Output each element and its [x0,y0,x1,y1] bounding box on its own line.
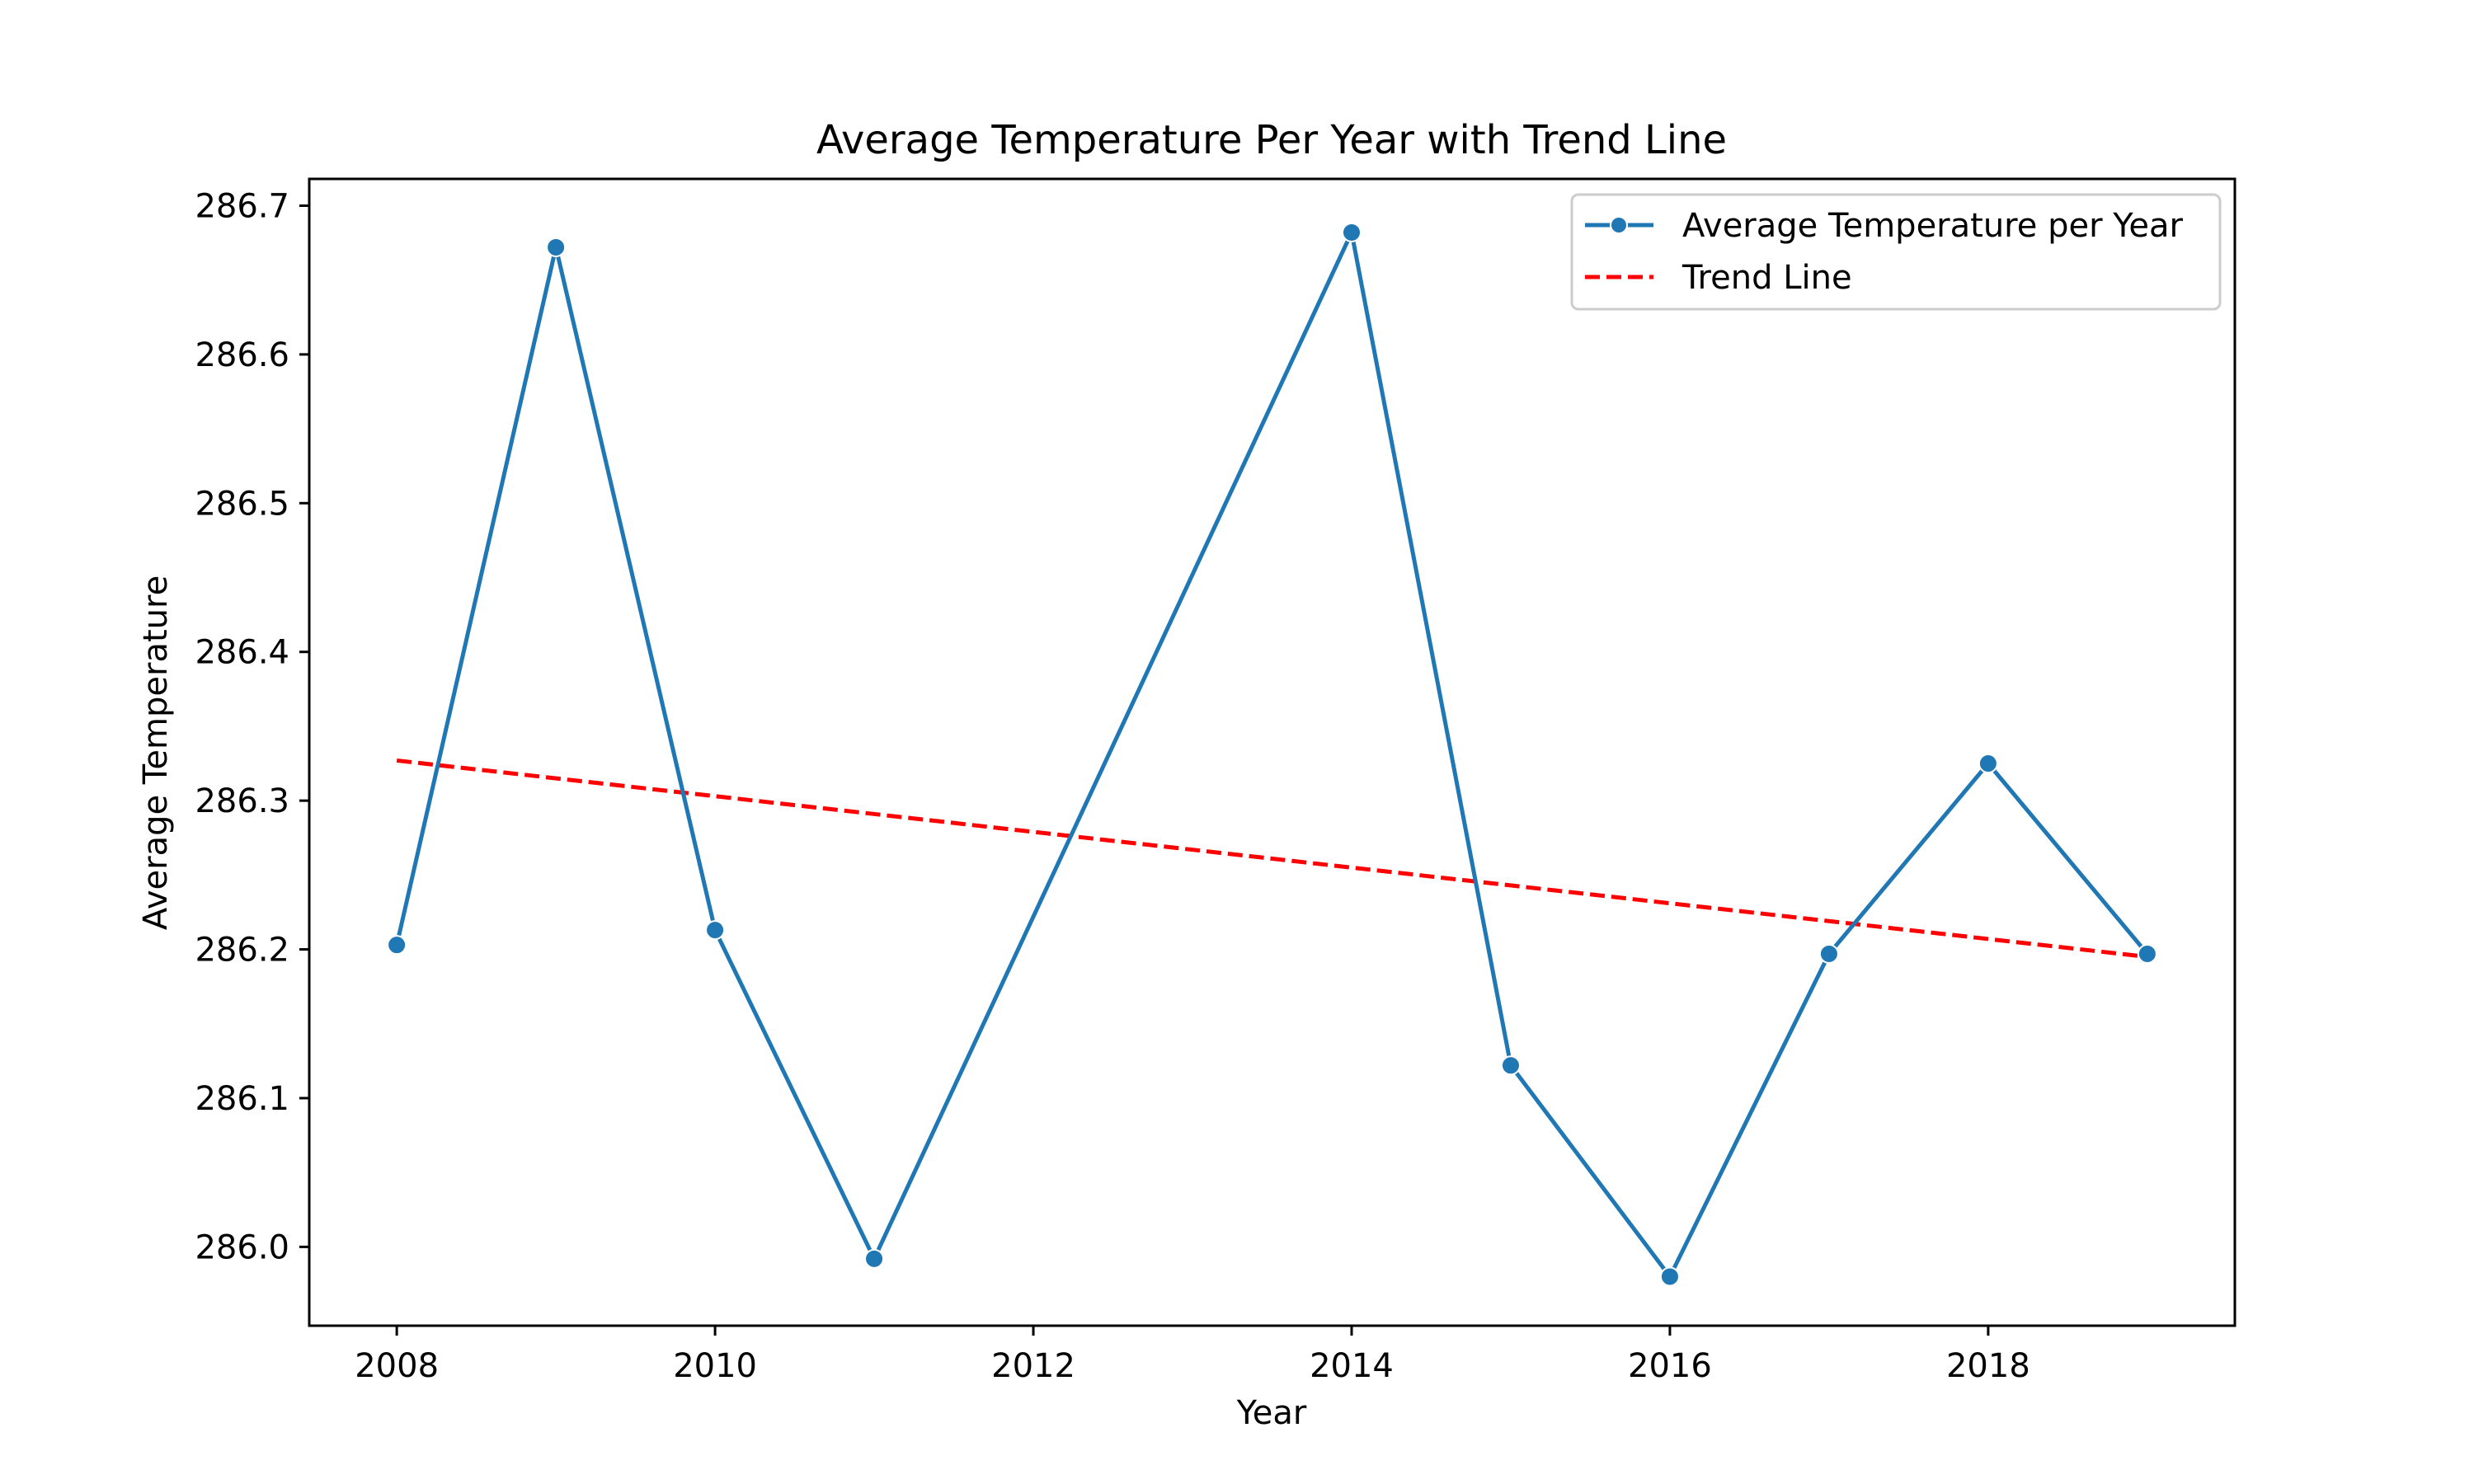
plot-frame [308,177,2236,1327]
legend-label-trend: Trend Line [1681,259,1852,297]
x-axis: 2008 2010 2012 2014 2016 2018 [355,1326,2030,1385]
legend-marker-avg-temp [1610,216,1628,234]
x-tick-label: 2018 [1946,1347,2030,1385]
avg-temp-series-line [394,230,2149,1279]
y-tick-label: 286.4 [195,634,289,672]
avg-temp-data-point [2137,943,2157,964]
avg-temp-data-point [387,935,407,956]
legend: Average Temperature per Year Trend Line [1570,193,2222,311]
y-axis: 286.0 286.1 286.2 286.3 286.4 286.5 286.6 286.7 [195,187,309,1266]
legend-label-avg-temp: Average Temperature per Year [1682,207,2183,245]
x-tick-label: 2008 [355,1347,439,1385]
x-tick-label: 2014 [1310,1347,1394,1385]
y-tick-label: 286.7 [195,187,289,225]
avg-temp-data-point [864,1248,885,1269]
y-tick-label: 286.0 [195,1228,289,1266]
x-axis-label: Year [1236,1394,1307,1432]
avg-temp-data-point [546,237,567,257]
avg-temp-data-point [1978,754,1998,774]
y-tick-label: 286.3 [195,782,289,820]
y-tick-label: 286.6 [195,336,289,374]
avg-temp-data-point [1341,222,1362,242]
avg-temp-data-point [1818,943,1839,964]
avg-temp-data-point [1500,1055,1521,1076]
x-tick-label: 2016 [1628,1347,1712,1385]
chart-title: Average Temperature Per Year with Trend … [816,117,1727,163]
legend-box [1570,193,2222,311]
avg-temp-data-point [1659,1266,1680,1287]
y-tick-label: 286.5 [195,485,289,523]
y-tick-label: 286.1 [195,1080,289,1118]
avg-temp-data-point [705,920,726,941]
x-tick-label: 2010 [673,1347,757,1385]
x-tick-label: 2012 [991,1347,1075,1385]
plot-area [387,222,2157,1287]
y-axis-label: Average Temperature [137,575,175,930]
y-tick-label: 286.2 [195,932,289,970]
